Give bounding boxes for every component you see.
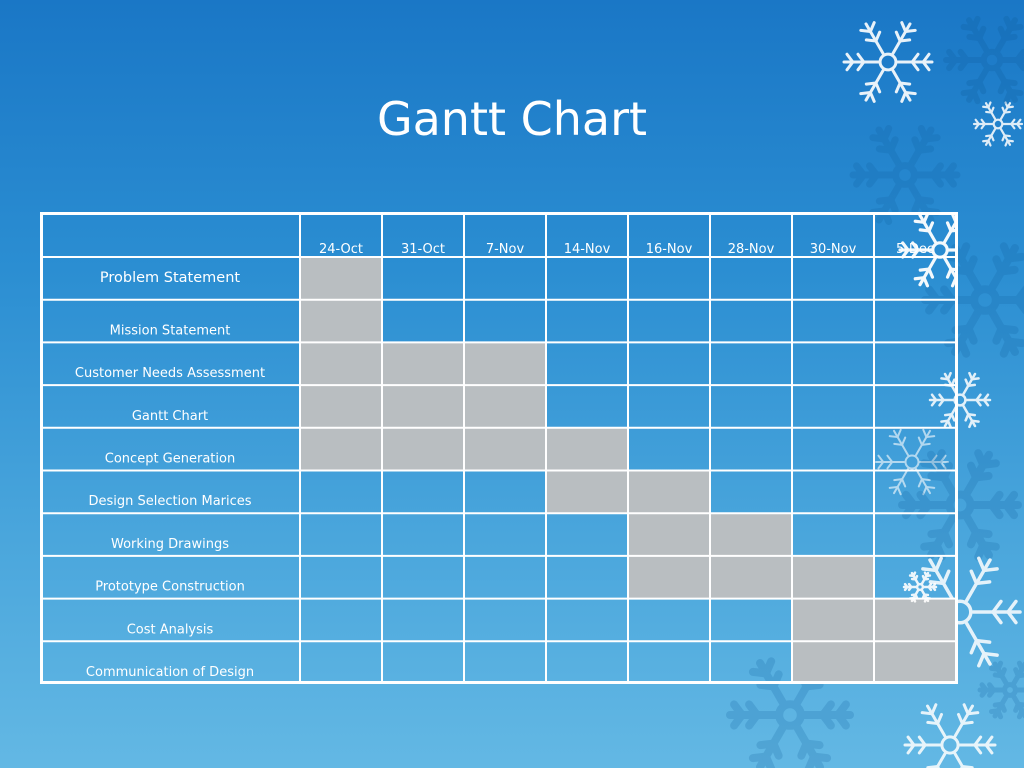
snowflake-icon [972,101,1024,147]
task-cell [382,342,464,386]
task-label: Cost Analysis [127,622,214,637]
task-label: Working Drawings [111,537,229,552]
column-header: 24-Oct [319,242,363,257]
gantt-table: 24-Oct 31-Oct 7-Nov 14-Nov 16-Nov 28-Nov 30-No… [40,212,958,684]
task-cell [300,427,382,471]
task-label: Communication of Design [86,665,254,680]
column-header: 30-Nov [810,242,857,257]
task-cell [464,385,546,428]
table-border [40,212,958,684]
snowflake-icon [928,371,992,429]
task-cell [628,555,710,599]
task-cell [792,598,874,642]
task-cell [464,342,546,386]
task-cell [792,555,874,599]
snowflake-icon [842,21,934,103]
snowflake-icon [903,703,997,768]
task-cell [874,641,956,684]
task-label: Design Selection Marices [88,494,251,509]
task-cell [628,470,710,514]
column-header: 16-Nov [646,242,693,257]
task-cell [546,470,628,514]
task-cell [300,385,382,428]
task-cell [710,513,792,556]
snowflake-icon [943,15,1024,105]
task-label: Gantt Chart [132,409,208,424]
task-label: Problem Statement [100,270,241,286]
task-cell [546,427,628,471]
task-cell [300,257,382,300]
task-cell [628,513,710,556]
snowflake-icon [921,242,1024,358]
task-cell [382,385,464,428]
column-header: 14-Nov [564,242,611,257]
task-label: Customer Needs Assessment [75,366,265,381]
task-cell [874,598,956,642]
column-header: 7-Nov [486,242,525,257]
task-label: Concept Generation [105,452,235,467]
task-cell [710,555,792,599]
task-cell [300,299,382,343]
snowflake-icon [898,449,1022,561]
column-header: 5-Dec [896,242,934,257]
snowflake-icon [849,124,961,226]
snowflake-icon [977,660,1024,720]
snowflake-icon [875,428,949,496]
task-label: Mission Statement [110,323,231,338]
page-title: Gantt Chart [376,92,648,146]
column-header: 28-Nov [728,242,775,257]
task-cell [300,342,382,386]
column-header: 31-Oct [401,242,445,257]
task-cell [792,641,874,684]
task-cell [464,427,546,471]
task-label: Prototype Construction [95,580,245,595]
task-cell [382,427,464,471]
